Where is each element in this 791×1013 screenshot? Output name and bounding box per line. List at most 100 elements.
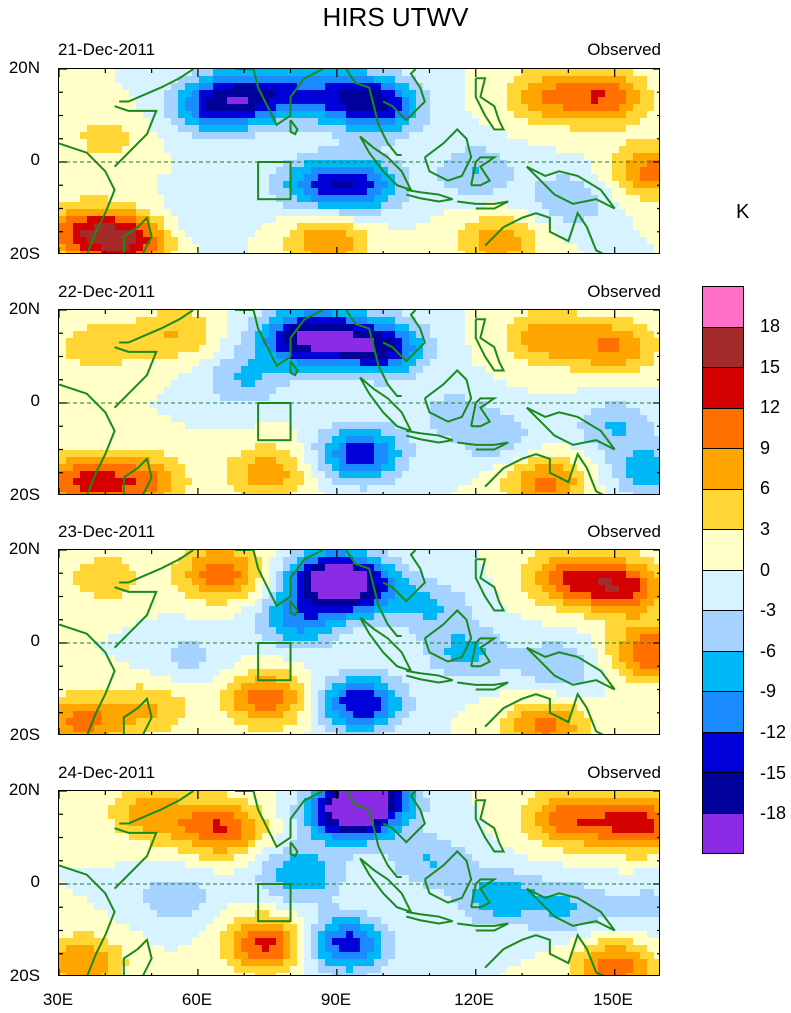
coastline — [113, 346, 158, 409]
heatmap-cell — [171, 331, 179, 339]
heatmap-cell — [521, 230, 529, 238]
heatmap-cell — [311, 181, 319, 189]
heatmap-cell — [101, 457, 109, 465]
heatmap-cell — [591, 401, 599, 409]
heatmap-cell — [304, 83, 312, 91]
heatmap-cell — [465, 195, 473, 203]
heatmap-cell — [626, 464, 634, 472]
heatmap-cell — [388, 338, 396, 346]
heatmap-cell — [381, 429, 389, 437]
heatmap-cell — [605, 324, 613, 332]
heatmap-cell — [423, 174, 431, 182]
heatmap-cell — [66, 202, 74, 210]
heatmap-cell — [535, 457, 543, 465]
heatmap-cell — [73, 380, 81, 388]
heatmap-cell — [430, 209, 438, 217]
heatmap-cell — [374, 237, 382, 245]
heatmap-cell — [66, 230, 74, 238]
heatmap-cell — [507, 251, 515, 253]
heatmap-cell — [514, 415, 522, 423]
heatmap-cell — [157, 167, 165, 175]
heatmap-cell — [108, 188, 116, 196]
heatmap-cell — [332, 174, 340, 182]
heatmap-cell — [101, 223, 109, 231]
heatmap-cell — [479, 76, 487, 84]
heatmap-cell — [654, 118, 659, 126]
heatmap-cell — [577, 492, 585, 494]
heatmap-cell — [458, 464, 466, 472]
heatmap-cell — [619, 324, 627, 332]
heatmap-cell — [542, 118, 550, 126]
heatmap-cell — [164, 366, 172, 374]
heatmap-cell — [332, 167, 340, 175]
heatmap-cell — [388, 230, 396, 238]
heatmap-cell — [542, 69, 550, 77]
heatmap-cell — [507, 380, 515, 388]
heatmap-cell — [276, 471, 284, 479]
heatmap-cell — [360, 244, 368, 252]
heatmap-cell — [199, 485, 207, 493]
heatmap-cell — [248, 401, 256, 409]
heatmap-cell — [584, 132, 592, 140]
heatmap-cell — [542, 345, 550, 353]
heatmap-cell — [73, 160, 81, 168]
heatmap-cell — [283, 443, 291, 451]
heatmap-cell — [612, 310, 620, 318]
heatmap-cell — [227, 352, 235, 360]
heatmap-cell — [339, 492, 347, 494]
heatmap-cell — [311, 97, 319, 105]
heatmap-cell — [66, 111, 74, 119]
heatmap-cell — [528, 331, 536, 339]
heatmap-cell — [136, 471, 144, 479]
heatmap-cell — [276, 139, 284, 147]
heatmap-cell — [269, 408, 277, 416]
heatmap-cell — [479, 457, 487, 465]
heatmap-cell — [80, 471, 88, 479]
heatmap-cell — [437, 251, 445, 253]
heatmap-cell — [199, 443, 207, 451]
heatmap-cell — [360, 401, 368, 409]
heatmap-cell — [325, 125, 333, 133]
heatmap-cell — [472, 394, 480, 402]
heatmap-cell — [514, 429, 522, 437]
heatmap-cell — [353, 380, 361, 388]
coastline — [119, 310, 194, 344]
heatmap-cell — [304, 415, 312, 423]
heatmap-cell — [479, 132, 487, 140]
heatmap-cell — [444, 160, 452, 168]
heatmap-cell — [458, 436, 466, 444]
heatmap-cell — [458, 181, 466, 189]
heatmap-cell — [360, 464, 368, 472]
heatmap-cell — [192, 478, 200, 486]
heatmap-cell — [192, 436, 200, 444]
heatmap-cell — [66, 450, 74, 458]
heatmap-cell — [73, 181, 81, 189]
heatmap-cell — [185, 345, 193, 353]
heatmap-cell — [59, 132, 67, 140]
heatmap-cell — [311, 564, 319, 572]
heatmap-cell — [577, 310, 585, 318]
heatmap-cell — [178, 83, 186, 91]
heatmap-cell — [563, 373, 571, 381]
heatmap-cell — [192, 324, 200, 332]
heatmap-cell — [325, 167, 333, 175]
heatmap-cell — [444, 408, 452, 416]
heatmap-cell — [304, 237, 312, 245]
heatmap-cell — [493, 216, 501, 224]
heatmap-cell — [654, 429, 659, 437]
heatmap-cell — [283, 104, 291, 112]
heatmap-cell — [255, 118, 263, 126]
heatmap-cell — [66, 153, 74, 161]
heatmap-cell — [94, 492, 102, 494]
heatmap-cell — [143, 118, 151, 126]
heatmap-cell — [290, 317, 298, 325]
heatmap-cell — [199, 436, 207, 444]
heatmap-cell — [647, 387, 655, 395]
heatmap-cell — [521, 125, 529, 133]
heatmap-cell — [640, 443, 648, 451]
heatmap-cell — [73, 492, 81, 494]
heatmap-cell — [647, 111, 655, 119]
heatmap-cell — [206, 422, 214, 430]
heatmap-cell — [248, 408, 256, 416]
heatmap-cell — [206, 415, 214, 423]
